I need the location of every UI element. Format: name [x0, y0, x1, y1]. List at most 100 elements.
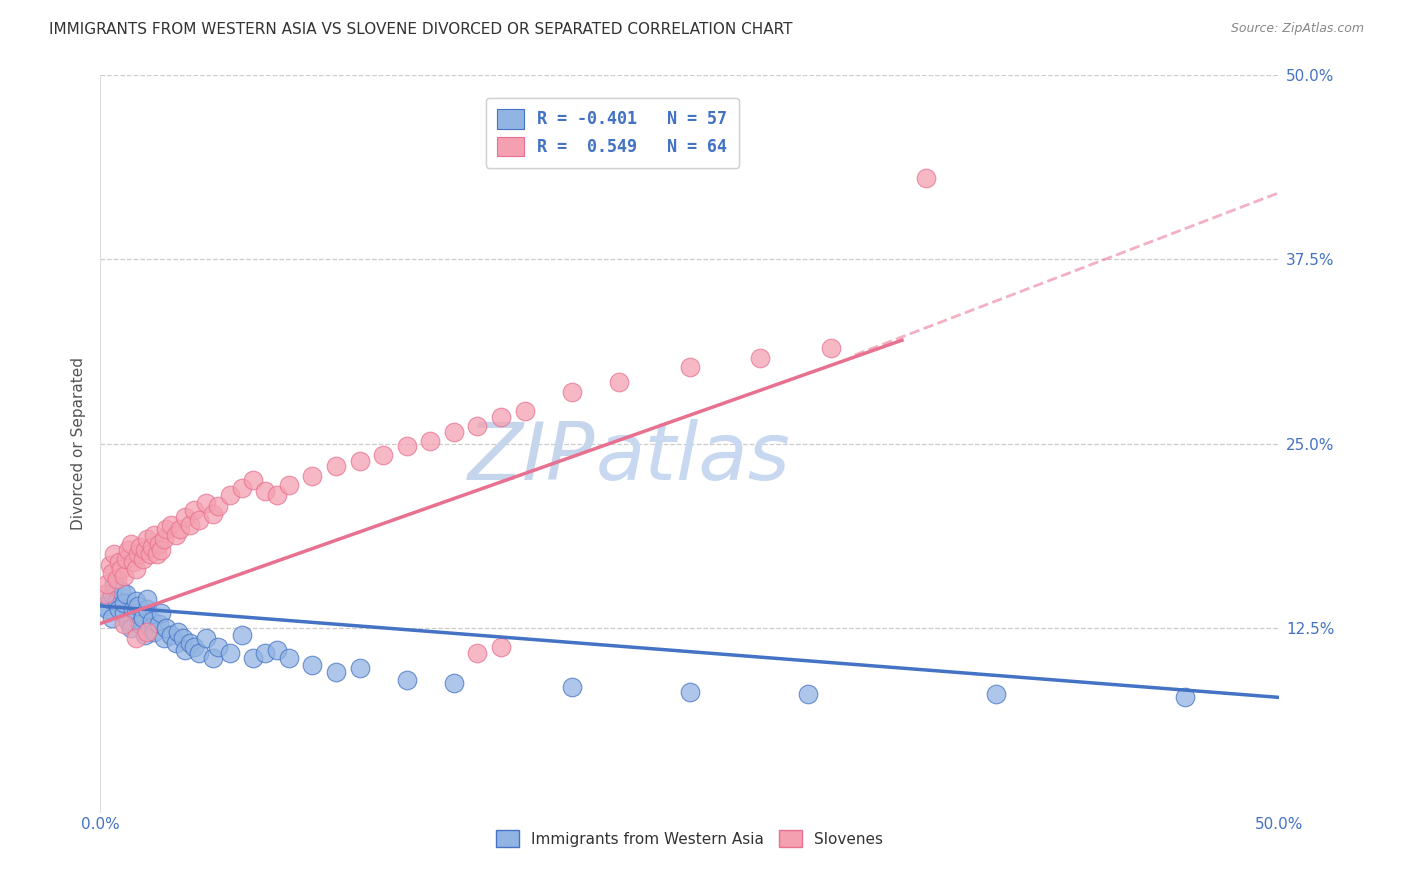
Point [160, 517, 183, 532]
Y-axis label: Divorced or Separated: Divorced or Separated [72, 357, 86, 530]
Point [167, 625, 190, 640]
Point [174, 643, 197, 657]
Point [174, 510, 197, 524]
Point [150, 607, 173, 621]
Point [150, 542, 173, 557]
Point [160, 628, 183, 642]
Point [266, 643, 288, 657]
Point [136, 625, 159, 640]
Point [153, 632, 176, 646]
Point [105, 594, 128, 608]
Point [277, 478, 299, 492]
Point [115, 551, 138, 566]
Point [155, 621, 177, 635]
Point [467, 418, 489, 433]
Point [96, 576, 118, 591]
Point [138, 621, 160, 635]
Point [101, 566, 124, 581]
Legend: R = -0.401   N = 57, R =  0.549   N = 64: R = -0.401 N = 57, R = 0.549 N = 64 [486, 97, 740, 168]
Point [153, 533, 176, 547]
Point [325, 458, 347, 473]
Point [136, 533, 159, 547]
Point [136, 591, 159, 606]
Point [108, 602, 131, 616]
Point [143, 625, 166, 640]
Point [202, 650, 225, 665]
Point [98, 558, 121, 572]
Point [183, 640, 205, 655]
Point [115, 587, 138, 601]
Point [108, 555, 131, 569]
Point [820, 341, 842, 355]
Point [112, 616, 135, 631]
Point [120, 537, 142, 551]
Text: IMMIGRANTS FROM WESTERN ASIA VS SLOVENE DIVORCED OR SEPARATED CORRELATION CHART: IMMIGRANTS FROM WESTERN ASIA VS SLOVENE … [49, 22, 793, 37]
Point [127, 599, 149, 613]
Point [165, 528, 187, 542]
Point [129, 616, 152, 631]
Point [134, 628, 156, 642]
Point [124, 562, 146, 576]
Point [172, 632, 194, 646]
Point [607, 375, 630, 389]
Point [371, 448, 394, 462]
Point [141, 614, 163, 628]
Point [131, 610, 153, 624]
Point [124, 607, 146, 621]
Point [561, 680, 583, 694]
Point [188, 513, 211, 527]
Point [349, 661, 371, 675]
Point [112, 596, 135, 610]
Point [122, 555, 145, 569]
Point [207, 640, 229, 655]
Point [218, 488, 240, 502]
Point [145, 547, 167, 561]
Point [110, 584, 132, 599]
Text: ZIP: ZIP [468, 419, 595, 497]
Point [513, 404, 536, 418]
Point [254, 646, 277, 660]
Point [141, 540, 163, 554]
Point [1174, 690, 1197, 705]
Point [120, 621, 142, 635]
Point [242, 650, 264, 665]
Point [395, 440, 418, 454]
Point [98, 591, 121, 606]
Point [103, 547, 125, 561]
Point [467, 646, 489, 660]
Point [183, 503, 205, 517]
Text: Source: ZipAtlas.com: Source: ZipAtlas.com [1230, 22, 1364, 36]
Point [138, 547, 160, 561]
Point [101, 610, 124, 624]
Point [986, 688, 1008, 702]
Point [148, 537, 170, 551]
Point [242, 474, 264, 488]
Point [325, 665, 347, 680]
Point [419, 434, 441, 448]
Point [94, 587, 117, 601]
Point [131, 551, 153, 566]
Point [207, 499, 229, 513]
Point [266, 488, 288, 502]
Point [277, 650, 299, 665]
Point [165, 636, 187, 650]
Point [124, 632, 146, 646]
Point [143, 528, 166, 542]
Point [796, 688, 818, 702]
Point [124, 594, 146, 608]
Point [96, 602, 118, 616]
Point [188, 646, 211, 660]
Point [179, 517, 201, 532]
Point [679, 359, 702, 374]
Point [443, 675, 465, 690]
Point [127, 547, 149, 561]
Point [254, 483, 277, 498]
Text: atlas: atlas [595, 419, 790, 497]
Point [301, 469, 323, 483]
Point [443, 425, 465, 439]
Point [231, 628, 253, 642]
Point [349, 454, 371, 468]
Point [679, 684, 702, 698]
Point [561, 384, 583, 399]
Point [179, 636, 201, 650]
